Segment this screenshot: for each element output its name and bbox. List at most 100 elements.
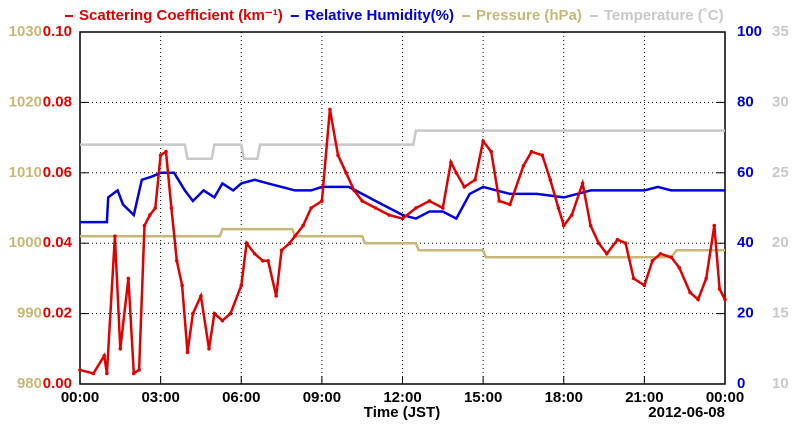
y-tick-label: 100	[737, 23, 762, 40]
data-point	[481, 139, 485, 143]
x-tick-label: 00:00	[61, 389, 99, 406]
data-point	[596, 241, 601, 245]
data-point	[580, 181, 585, 186]
y-tick-label: 990	[17, 305, 42, 322]
data-point	[158, 153, 163, 157]
data-point	[131, 371, 136, 376]
data-point	[212, 311, 217, 316]
data-point	[279, 248, 284, 253]
x-tick-label: 18:00	[545, 389, 583, 406]
data-point	[336, 153, 340, 157]
y-tick-label: 20	[737, 305, 754, 322]
y-tick-label: 0.04	[43, 234, 73, 251]
y-tick-label: 10	[772, 375, 789, 392]
data-point	[623, 241, 628, 245]
data-point	[570, 213, 574, 217]
y-tick-label: 0.00	[43, 375, 72, 392]
data-point	[228, 311, 233, 316]
y-tick-label: 30	[772, 93, 789, 110]
data-point	[252, 251, 257, 256]
data-point	[704, 276, 708, 281]
data-point	[309, 206, 313, 210]
data-point	[102, 354, 106, 358]
data-point	[185, 350, 190, 355]
data-point	[164, 149, 168, 154]
data-point	[169, 206, 174, 210]
series-line	[80, 171, 725, 224]
data-point	[508, 202, 512, 207]
data-point	[441, 206, 445, 210]
data-point	[615, 237, 620, 242]
data-point	[199, 294, 203, 298]
legend-label: Pressure (hPa)	[476, 7, 582, 24]
y-tick-label: 80	[737, 93, 754, 110]
data-point	[118, 347, 123, 351]
data-point	[521, 163, 526, 168]
data-point	[387, 213, 391, 217]
data-point	[449, 160, 453, 165]
data-point	[723, 297, 727, 302]
data-point	[148, 213, 152, 217]
data-point	[497, 199, 502, 203]
data-point	[180, 283, 184, 288]
y-tick-label: 1000	[9, 234, 42, 251]
data-point	[220, 318, 225, 323]
data-point	[137, 368, 141, 372]
data-point	[91, 371, 96, 376]
data-point	[260, 259, 265, 263]
data-point	[301, 223, 305, 228]
y-tick-label: 20	[772, 234, 789, 251]
y-tick-label: 0.08	[43, 93, 72, 110]
data-point	[529, 149, 534, 154]
y-tick-label: 0.02	[43, 305, 72, 322]
y-tick-label: 980	[17, 375, 42, 392]
data-point	[153, 206, 158, 210]
data-point	[400, 216, 405, 221]
data-point	[717, 287, 722, 291]
data-point	[352, 188, 356, 193]
data-point	[113, 234, 117, 238]
y-tick-label: 1010	[9, 164, 42, 181]
data-point	[78, 368, 82, 372]
x-tick-label: 12:00	[383, 389, 421, 406]
data-point	[126, 276, 131, 281]
y-tick-label: 0.10	[43, 23, 72, 40]
x-tick-label: 06:00	[222, 389, 260, 406]
data-point	[373, 206, 378, 210]
y-tick-label: 1030	[9, 23, 42, 40]
x-axis-label: Time (JST)	[364, 404, 440, 421]
data-point	[207, 347, 211, 351]
data-point	[489, 149, 493, 154]
data-point	[239, 283, 244, 288]
x-tick-label: 15:00	[464, 389, 502, 406]
legend-label: Relative Humidity(%)	[305, 7, 454, 24]
data-point	[473, 178, 477, 182]
data-point	[293, 234, 297, 238]
x-tick-label: 03:00	[141, 389, 179, 406]
data-point	[540, 153, 545, 157]
data-point	[328, 107, 332, 112]
series-line	[80, 129, 725, 160]
y-tick-label: 60	[737, 164, 754, 181]
legend-label: Scattering Coefficient (km⁻¹)	[79, 7, 283, 24]
data-point	[712, 223, 717, 228]
data-point	[244, 241, 249, 245]
data-point	[344, 171, 348, 175]
legend-label: Temperature (˚C)	[604, 7, 724, 24]
data-point	[650, 259, 655, 263]
data-point	[360, 199, 364, 203]
data-point	[642, 283, 647, 288]
x-tick-label: 09:00	[303, 389, 341, 406]
data-point	[696, 297, 700, 302]
y-tick-label: 25	[772, 164, 789, 181]
date-label: 2012-06-08	[648, 404, 725, 421]
y-tick-label: 15	[772, 305, 789, 322]
data-point	[191, 311, 195, 316]
data-point	[320, 199, 324, 203]
data-point	[631, 276, 636, 281]
data-point	[274, 294, 278, 298]
y-tick-label: 0.06	[43, 164, 72, 181]
data-point	[604, 251, 609, 256]
data-point	[669, 255, 674, 260]
